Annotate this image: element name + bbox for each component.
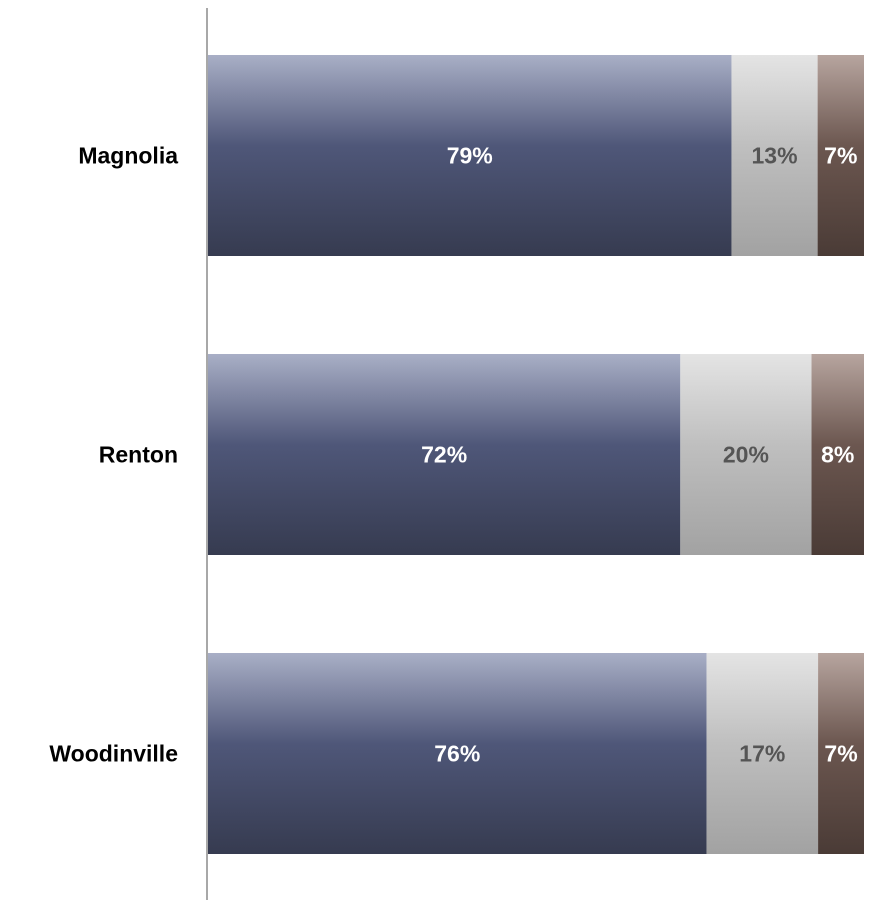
bar-magnolia-segment-2	[731, 55, 818, 256]
bar-renton-segment-2	[680, 354, 812, 555]
bar-woodinville-segment-2	[706, 653, 819, 854]
data-label-renton-segment-2: 20%	[723, 442, 769, 468]
data-label-renton-segment-3: 8%	[821, 442, 854, 468]
data-label-woodinville-segment-2: 17%	[739, 741, 785, 767]
category-label-magnolia: Magnolia	[78, 143, 178, 169]
data-label-woodinville-segment-1: 76%	[434, 741, 480, 767]
bar-woodinville-segment-3	[818, 653, 864, 854]
category-label-woodinville: Woodinville	[49, 741, 178, 767]
data-label-magnolia-segment-3: 7%	[824, 143, 857, 169]
category-label-renton: Renton	[99, 442, 178, 468]
labels-layer: Magnolia 79% 13% 7% Renton 72% 20% 8% Woodinvill…	[49, 143, 857, 767]
data-label-magnolia-segment-2: 13%	[752, 143, 798, 169]
bars-layer	[208, 55, 864, 854]
data-label-renton-segment-1: 72%	[421, 442, 467, 468]
bar-magnolia-segment-1	[208, 55, 732, 256]
data-label-magnolia-segment-1: 79%	[447, 143, 493, 169]
bar-renton-segment-3	[811, 354, 864, 555]
bar-renton-segment-1	[208, 354, 681, 555]
data-label-woodinville-segment-3: 7%	[824, 741, 857, 767]
bar-woodinville-segment-1	[208, 653, 707, 854]
bar-magnolia-segment-3	[817, 55, 864, 256]
